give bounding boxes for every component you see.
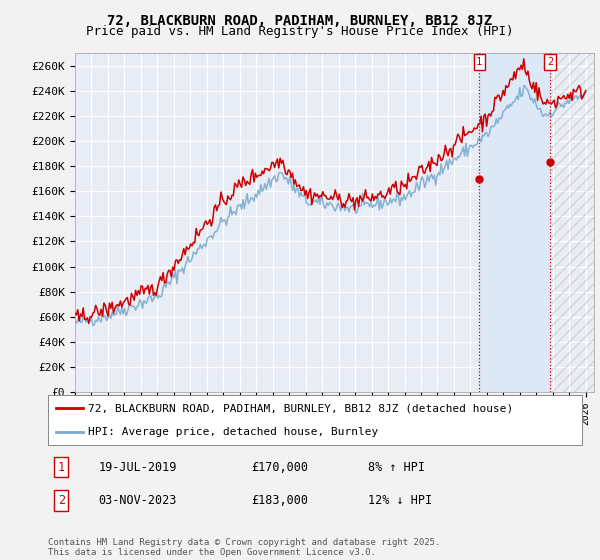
Text: 72, BLACKBURN ROAD, PADIHAM, BURNLEY, BB12 8JZ: 72, BLACKBURN ROAD, PADIHAM, BURNLEY, BB… [107, 14, 493, 28]
Text: HPI: Average price, detached house, Burnley: HPI: Average price, detached house, Burn… [88, 427, 379, 437]
Text: Price paid vs. HM Land Registry's House Price Index (HPI): Price paid vs. HM Land Registry's House … [86, 25, 514, 38]
Text: 72, BLACKBURN ROAD, PADIHAM, BURNLEY, BB12 8JZ (detached house): 72, BLACKBURN ROAD, PADIHAM, BURNLEY, BB… [88, 403, 513, 413]
Text: 1: 1 [476, 57, 482, 67]
Text: £170,000: £170,000 [251, 460, 308, 474]
Text: 12% ↓ HPI: 12% ↓ HPI [368, 494, 433, 507]
Text: 8% ↑ HPI: 8% ↑ HPI [368, 460, 425, 474]
Text: 2: 2 [547, 57, 553, 67]
Bar [550, 53, 594, 392]
Text: 03-NOV-2023: 03-NOV-2023 [99, 494, 177, 507]
Text: £183,000: £183,000 [251, 494, 308, 507]
Text: 19-JUL-2019: 19-JUL-2019 [99, 460, 177, 474]
Bar [550, 53, 594, 392]
Bar [479, 53, 550, 392]
Text: Contains HM Land Registry data © Crown copyright and database right 2025.
This d: Contains HM Land Registry data © Crown c… [48, 538, 440, 557]
Text: 1: 1 [58, 460, 65, 474]
Text: 2: 2 [58, 494, 65, 507]
